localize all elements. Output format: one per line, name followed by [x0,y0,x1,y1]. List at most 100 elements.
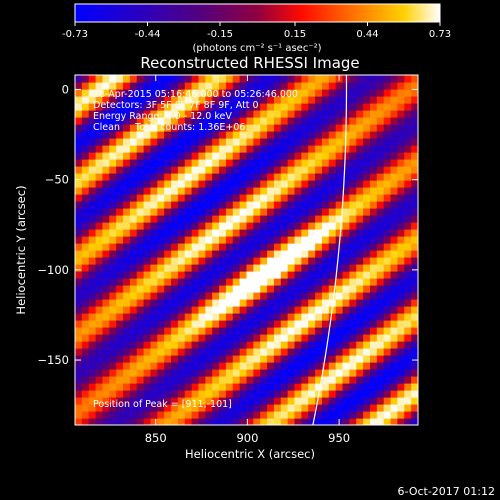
heatmap-cell [369,334,378,342]
heatmap-cell [376,194,385,202]
heatmap-cell [376,390,385,398]
heatmap-cell [294,411,302,419]
heatmap-cell [219,341,227,349]
heatmap-cell [225,404,234,412]
heatmap-cell [129,243,138,251]
heatmap-cell [177,75,186,83]
heatmap-cell [390,285,399,293]
heatmap-cell [397,138,405,146]
heatmap-cell [267,145,275,153]
heatmap-cell [267,418,275,425]
heatmap-cell [253,327,261,335]
heatmap-cell [164,390,172,398]
heatmap-cell [328,89,337,97]
heatmap-cell [287,124,296,132]
heatmap-cell [253,103,261,111]
heatmap-cell [376,152,385,160]
heatmap-cell [219,236,227,244]
heatmap-cell [363,264,371,272]
heatmap-cell [349,103,357,111]
heatmap-cell [150,75,158,83]
heatmap-cell [102,264,110,272]
heatmap-cell [369,159,378,167]
heatmap-cell [232,75,241,83]
heatmap-cell [143,110,152,118]
heatmap-cell [81,334,90,342]
heatmap-cell [171,110,179,118]
heatmap-cell [143,362,152,370]
heatmap-cell [239,355,248,363]
heatmap-cell [369,131,378,139]
heatmap-cell [349,180,357,188]
heatmap-cell [383,299,392,307]
heatmap-cell [198,397,206,405]
heatmap-cell [349,341,357,349]
heatmap-cell [150,194,158,202]
heatmap-cell [232,313,241,321]
heatmap-cell [164,152,172,160]
heatmap-cell [123,124,131,132]
heatmap-cell [404,229,412,237]
heatmap-cell [349,215,357,223]
heatmap-cell [171,173,179,181]
heatmap-cell [177,103,186,111]
heatmap-cell [287,96,296,104]
heatmap-cell [356,166,364,174]
heatmap-cell [109,404,117,412]
heatmap-cell [253,369,261,377]
heatmap-cell [356,362,364,370]
heatmap-cell [102,376,110,384]
heatmap-cell [109,124,117,132]
heatmap-cell [184,306,193,314]
heatmap-cell [95,215,104,223]
heatmap-cell [219,376,227,384]
heatmap-cell [75,306,83,314]
heatmap-cell [136,75,145,83]
heatmap-cell [123,208,131,216]
heatmap-cell [301,208,309,216]
heatmap-cell [411,138,418,146]
heatmap-cell [315,383,323,391]
heatmap-cell [369,369,378,377]
heatmap-cell [212,313,220,321]
heatmap-cell [225,152,234,160]
heatmap-cell [184,201,193,209]
heatmap-cell [267,243,275,251]
heatmap-cell [321,264,330,272]
heatmap-cell [363,397,371,405]
heatmap-cell [177,187,186,195]
heatmap-cell [225,222,234,230]
heatmap-cell [411,236,418,244]
heatmap-cell [246,117,254,125]
heatmap-cell [184,334,193,342]
heatmap-cell [212,320,220,328]
heatmap-cell [301,299,309,307]
heatmap-cell [390,250,399,258]
heatmap-cell [356,243,364,251]
heatmap-cell [198,103,206,111]
heatmap-cell [198,236,206,244]
heatmap-cell [411,397,418,405]
heatmap-cell [150,341,158,349]
heatmap-cell [75,187,83,195]
heatmap-cell [342,201,350,209]
heatmap-cell [315,411,323,419]
heatmap-cell [376,278,385,286]
heatmap-cell [116,222,124,230]
heatmap-cell [88,306,97,314]
heatmap-cell [273,75,282,83]
heatmap-cell [315,236,323,244]
heatmap-cell [75,236,83,244]
heatmap-cell [301,355,309,363]
heatmap-cell [376,96,385,104]
heatmap-cell [143,390,152,398]
heatmap-cell [315,96,323,104]
heatmap-cell [376,355,385,363]
heatmap-cell [321,243,330,251]
colorbar-ticks: -0.73 -0.44 -0.15 0.15 0.44 0.73 [62,22,451,40]
heatmap-cell [308,180,316,188]
heatmap-cell [267,152,275,160]
heatmap-cell [184,376,193,384]
heatmap-cell [287,75,296,83]
